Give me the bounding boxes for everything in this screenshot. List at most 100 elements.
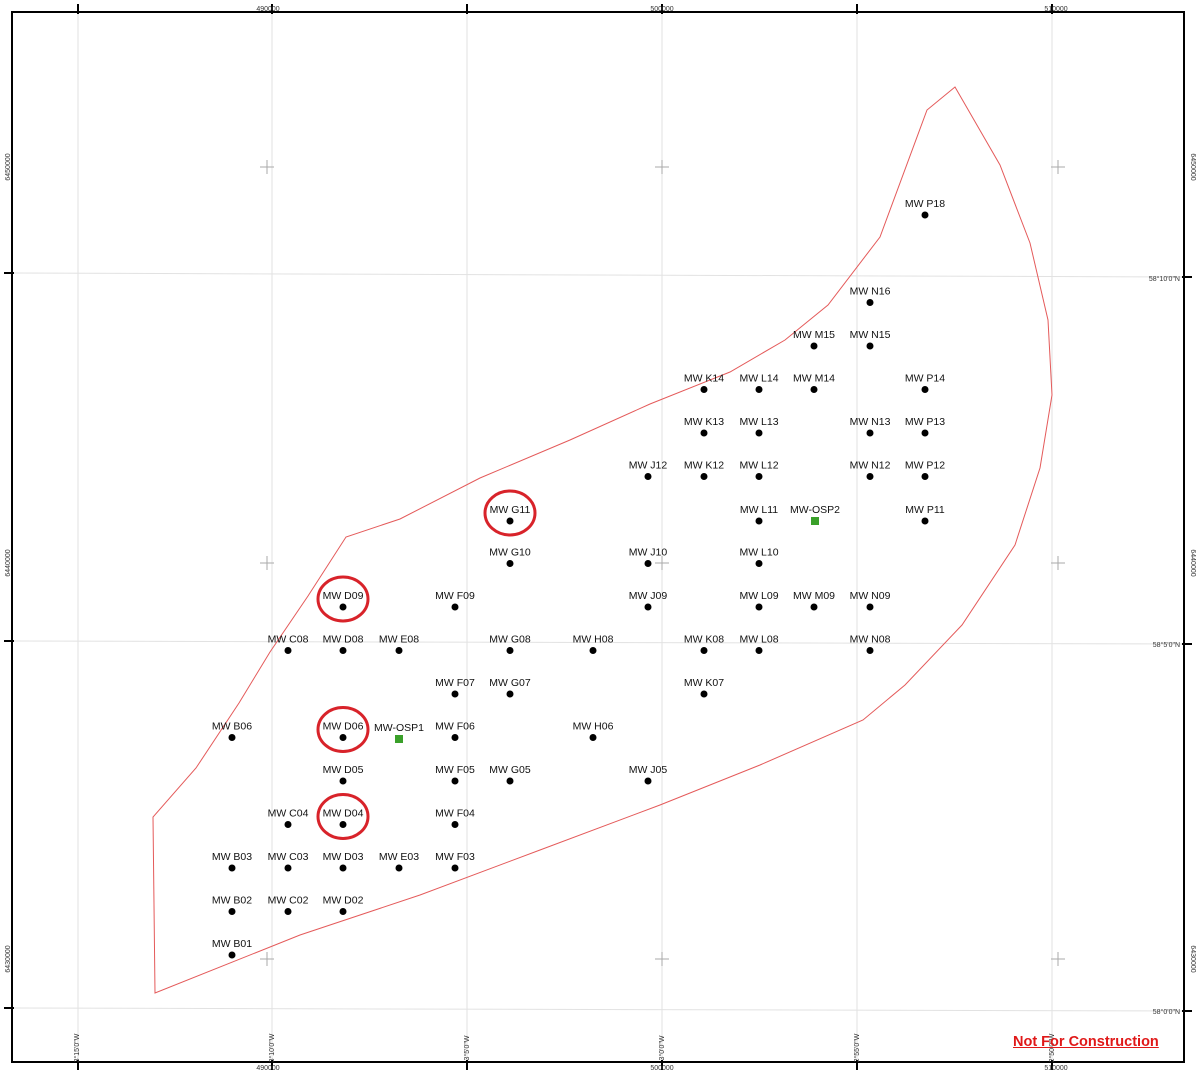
turbine-marker bbox=[339, 777, 347, 785]
turbine-marker bbox=[866, 603, 874, 611]
turbine-label: MW L11 bbox=[740, 504, 778, 516]
turbine-label: MW B03 bbox=[212, 851, 252, 863]
turbine-label: MW F09 bbox=[435, 590, 475, 602]
turbine-marker bbox=[866, 473, 874, 480]
easting-tick-top: 510000 bbox=[1044, 6, 1067, 13]
turbine-marker bbox=[228, 734, 236, 741]
turbine-label: MW G05 bbox=[489, 764, 531, 776]
turbine-marker bbox=[755, 517, 763, 525]
turbine-marker bbox=[451, 603, 459, 611]
turbine-label: MW N12 bbox=[850, 460, 891, 472]
highlight-circle bbox=[316, 706, 370, 753]
turbine-label: MW J09 bbox=[629, 590, 668, 602]
northing-tick-right: 6430000 bbox=[1189, 945, 1196, 972]
turbine-marker bbox=[506, 560, 514, 567]
northing-tick-right: 6440000 bbox=[1189, 549, 1196, 576]
turbine-label: MW H06 bbox=[573, 721, 614, 733]
turbine-marker bbox=[506, 647, 514, 654]
turbine-marker bbox=[451, 734, 459, 741]
turbine-label: MW F07 bbox=[435, 677, 475, 689]
turbine-label: MW B01 bbox=[212, 938, 252, 950]
easting-tick-top: 500000 bbox=[650, 6, 673, 13]
turbine-marker bbox=[700, 473, 708, 480]
turbine-label: MW E08 bbox=[379, 634, 419, 646]
turbine-marker bbox=[755, 429, 763, 437]
latitude-tick: 58°10'0"N bbox=[1149, 275, 1180, 283]
turbine-label: MW K14 bbox=[684, 373, 724, 385]
turbine-marker bbox=[284, 908, 292, 915]
turbine-marker bbox=[284, 864, 292, 872]
turbine-marker bbox=[644, 777, 652, 785]
turbine-marker bbox=[284, 647, 292, 654]
turbine-marker bbox=[810, 342, 818, 350]
turbine-label: MW M09 bbox=[793, 590, 835, 602]
turbine-label: MW J10 bbox=[629, 547, 668, 559]
turbine-label: MW L14 bbox=[739, 373, 778, 385]
turbine-marker bbox=[921, 473, 929, 480]
turbine-marker bbox=[921, 386, 929, 393]
northing-tick-left: 6450000 bbox=[5, 153, 12, 180]
turbine-label: MW P11 bbox=[905, 504, 945, 516]
easting-tick-bottom: 510000 bbox=[1044, 1065, 1067, 1072]
turbine-marker bbox=[339, 603, 347, 611]
turbine-marker bbox=[506, 517, 514, 525]
turbine-label: MW C08 bbox=[268, 634, 309, 646]
substation-marker bbox=[811, 517, 819, 525]
highlight-circle bbox=[316, 575, 370, 623]
turbine-label: MW N13 bbox=[850, 416, 891, 428]
turbine-marker bbox=[339, 908, 347, 915]
turbine-label: MW D06 bbox=[323, 721, 364, 733]
turbine-marker bbox=[810, 603, 818, 611]
turbine-marker bbox=[589, 734, 597, 741]
turbine-label: MW B02 bbox=[212, 895, 252, 907]
turbine-marker bbox=[921, 517, 929, 525]
turbine-marker bbox=[506, 777, 514, 785]
map-frame bbox=[11, 11, 1185, 1063]
turbine-marker bbox=[700, 690, 708, 698]
longitude-tick: 3°15'0"W bbox=[73, 1033, 81, 1062]
turbine-label: MW P12 bbox=[905, 460, 945, 472]
turbine-label: MW C02 bbox=[268, 895, 309, 907]
turbine-marker bbox=[395, 864, 403, 872]
longitude-tick: 2°50'0"W bbox=[1048, 1033, 1056, 1062]
easting-tick-bottom: 490000 bbox=[256, 1065, 279, 1072]
longitude-tick: 3°10'0"W bbox=[268, 1033, 276, 1062]
turbine-label: MW L12 bbox=[739, 460, 778, 472]
latitude-tick: 58°0'0"N bbox=[1153, 1008, 1180, 1016]
turbine-label: MW L08 bbox=[739, 634, 778, 646]
turbine-label: MW N09 bbox=[850, 590, 891, 602]
turbine-marker bbox=[339, 821, 347, 828]
turbine-label: MW D02 bbox=[323, 895, 364, 907]
turbine-label: MW N15 bbox=[850, 329, 891, 341]
site-boundary bbox=[152, 86, 1053, 994]
turbine-marker bbox=[644, 603, 652, 611]
turbine-label: MW N16 bbox=[850, 286, 891, 298]
turbine-marker bbox=[755, 473, 763, 480]
turbine-label: MW B06 bbox=[212, 721, 252, 733]
frame-ticks bbox=[4, 4, 1192, 1070]
turbine-label: MW P13 bbox=[905, 416, 945, 428]
turbine-marker bbox=[866, 299, 874, 306]
turbine-label: MW K08 bbox=[684, 634, 724, 646]
easting-tick-top: 490000 bbox=[256, 6, 279, 13]
highlight-circle bbox=[316, 793, 370, 840]
longitude-tick: 2°55'0"W bbox=[853, 1033, 861, 1062]
turbine-marker bbox=[700, 386, 708, 393]
easting-tick-bottom: 500000 bbox=[650, 1065, 673, 1072]
turbine-label: MW L13 bbox=[739, 416, 778, 428]
not-for-construction-note: Not For Construction bbox=[1013, 1034, 1159, 1050]
turbine-marker bbox=[228, 908, 236, 915]
turbine-label: MW G10 bbox=[489, 547, 531, 559]
turbine-marker bbox=[810, 386, 818, 393]
turbine-marker bbox=[228, 951, 236, 959]
turbine-marker bbox=[866, 647, 874, 654]
turbine-marker bbox=[284, 821, 292, 828]
turbine-label: MW E03 bbox=[379, 851, 419, 863]
turbine-marker bbox=[395, 647, 403, 654]
turbine-marker bbox=[700, 429, 708, 437]
turbine-label: MW M14 bbox=[793, 373, 835, 385]
turbine-label: MW D09 bbox=[323, 590, 364, 602]
turbine-label: MW F03 bbox=[435, 851, 475, 863]
latitude-tick: 58°5'0"N bbox=[1153, 641, 1180, 649]
turbine-marker bbox=[755, 647, 763, 654]
